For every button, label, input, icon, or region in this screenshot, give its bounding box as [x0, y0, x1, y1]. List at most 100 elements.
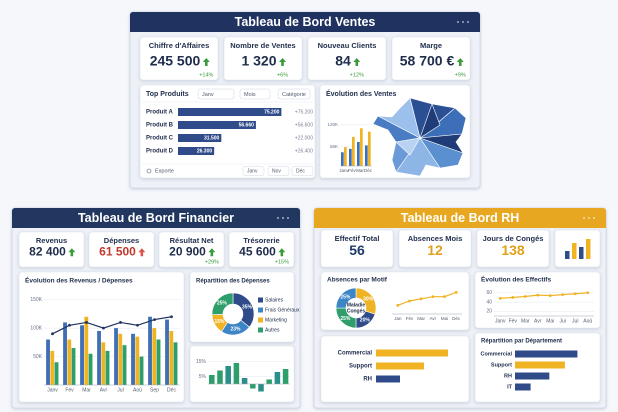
- point: [396, 303, 400, 307]
- x-tick-label: Mar: [82, 387, 91, 393]
- legend-label: Marketing: [265, 317, 287, 323]
- x-tick-label: Déc: [452, 316, 461, 321]
- bar: [282, 369, 289, 384]
- kpi-value: 58 700 €: [400, 53, 455, 69]
- kpi-label: Absences Mois: [408, 234, 463, 243]
- filter-box[interactable]: [197, 88, 235, 100]
- x-tick-label: Aoû: [133, 387, 142, 393]
- x-tick-label: Jul: [117, 387, 123, 393]
- bar: [376, 375, 400, 383]
- point: [443, 295, 446, 299]
- bar: [88, 353, 93, 385]
- bar: [169, 330, 174, 385]
- bar: [357, 142, 360, 166]
- donut-slice: [335, 287, 357, 309]
- slice-label: 25%: [340, 295, 351, 301]
- section-title: Répartition par Département: [481, 339, 562, 345]
- kpi-label: Chiffre d'Affaires: [149, 41, 210, 50]
- y-tick-label: 40: [486, 299, 492, 305]
- map-region: [419, 103, 441, 139]
- point: [153, 318, 156, 321]
- bar: [165, 319, 169, 385]
- y-tick-label: 100K: [30, 325, 42, 331]
- footer-label: Exporte: [155, 168, 174, 174]
- point: [561, 293, 565, 297]
- kpi-value: 45 600: [239, 244, 276, 258]
- bar: [46, 339, 50, 385]
- footer-label: Nov: [272, 168, 281, 174]
- bar: [173, 342, 178, 385]
- kpi-change: +9%: [455, 72, 466, 78]
- point: [102, 326, 105, 330]
- header-dot: [457, 21, 459, 23]
- line: [500, 292, 588, 299]
- bar: [148, 316, 152, 385]
- x-tick-label: Mar: [417, 316, 425, 321]
- x-tick-label: Aoû: [583, 318, 592, 324]
- filter-label[interactable]: Catégorie: [282, 92, 306, 98]
- line: [397, 291, 457, 306]
- kpi-value: 84: [335, 53, 351, 69]
- bar: [131, 333, 135, 385]
- legend-swatch: [258, 307, 263, 313]
- slice-label: 25%: [340, 316, 351, 322]
- x-tick-label: Fév: [406, 316, 414, 321]
- x-tick-label: Avr: [100, 387, 108, 393]
- y-tick-label: 60: [486, 290, 492, 296]
- x-tick-label: Jui: [560, 318, 566, 324]
- bar: [50, 350, 55, 385]
- point: [85, 321, 88, 324]
- value-label: 31.500: [204, 135, 220, 141]
- filter-box[interactable]: [239, 88, 271, 100]
- slice-label: 30%: [363, 297, 374, 303]
- filter-label[interactable]: Janv: [202, 92, 214, 98]
- bar: [84, 316, 89, 385]
- header-dot: [588, 217, 590, 219]
- bar-label: Commercial: [338, 351, 373, 357]
- trend-arrow: [456, 57, 464, 66]
- bar: [156, 339, 161, 385]
- trend-arrow: [279, 57, 287, 66]
- x-tick-label: Avr: [534, 318, 542, 324]
- slice-label: 25%: [217, 301, 228, 307]
- legend-swatch: [258, 327, 263, 333]
- point: [136, 323, 139, 327]
- bar: [225, 366, 231, 384]
- x-tick-label: Déc: [364, 168, 373, 173]
- bar-label: Produit B: [146, 123, 174, 129]
- bar: [349, 148, 352, 166]
- bar: [118, 333, 123, 385]
- legend-label: Salaires: [265, 297, 284, 303]
- bar: [266, 379, 272, 384]
- point: [170, 315, 173, 319]
- kpi-change: +12%: [350, 72, 364, 78]
- point: [586, 291, 590, 295]
- footer-label: Janv: [247, 168, 258, 174]
- x-tick-label: Mai: [441, 316, 448, 321]
- x-tick-label: Janv: [47, 387, 58, 393]
- filter-label[interactable]: Mois: [244, 92, 256, 98]
- section-title: Absences par Motif: [327, 277, 388, 284]
- bar: [217, 370, 223, 384]
- point: [498, 296, 502, 300]
- bar: [67, 339, 72, 385]
- bar: [376, 362, 424, 370]
- card: [474, 271, 601, 329]
- kpi-label: Trésorerie: [243, 236, 279, 245]
- bar-label: Commercial: [481, 351, 513, 357]
- line: [52, 316, 172, 335]
- bar: [209, 375, 215, 384]
- kpi-card: [307, 36, 387, 81]
- trend-arrow: [353, 57, 361, 66]
- bar: [152, 328, 157, 385]
- card: [189, 345, 295, 403]
- kpi-label: Dépenses: [104, 236, 139, 245]
- filter-box[interactable]: [277, 88, 311, 100]
- panel-title: Tableau de Bord Ventes: [235, 15, 376, 29]
- x-tick-label: Jul: [572, 318, 578, 324]
- bar: [101, 342, 106, 385]
- icon-bar: [579, 247, 584, 259]
- kpi-card: [398, 229, 472, 268]
- bar: [515, 361, 565, 369]
